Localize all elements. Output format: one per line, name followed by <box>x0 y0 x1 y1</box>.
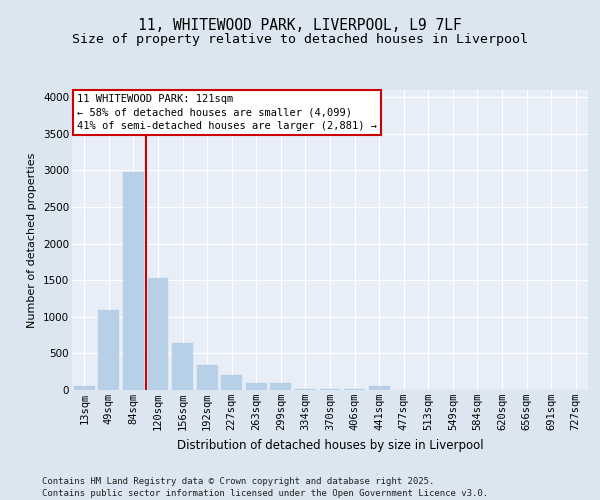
Text: 11, WHITEWOOD PARK, LIVERPOOL, L9 7LF: 11, WHITEWOOD PARK, LIVERPOOL, L9 7LF <box>138 18 462 32</box>
Text: 11 WHITEWOOD PARK: 121sqm
← 58% of detached houses are smaller (4,099)
41% of se: 11 WHITEWOOD PARK: 121sqm ← 58% of detac… <box>77 94 377 131</box>
Text: Contains HM Land Registry data © Crown copyright and database right 2025.
Contai: Contains HM Land Registry data © Crown c… <box>42 476 488 498</box>
Bar <box>368 386 389 390</box>
Bar <box>74 386 95 390</box>
Bar <box>148 278 169 390</box>
Bar <box>123 172 144 390</box>
Bar <box>98 310 119 390</box>
Bar <box>246 382 267 390</box>
Bar <box>172 343 193 390</box>
Bar <box>221 376 242 390</box>
Text: Size of property relative to detached houses in Liverpool: Size of property relative to detached ho… <box>72 32 528 46</box>
Bar <box>197 365 218 390</box>
X-axis label: Distribution of detached houses by size in Liverpool: Distribution of detached houses by size … <box>176 438 484 452</box>
Bar <box>295 388 316 390</box>
Y-axis label: Number of detached properties: Number of detached properties <box>28 152 37 328</box>
Bar <box>271 382 292 390</box>
